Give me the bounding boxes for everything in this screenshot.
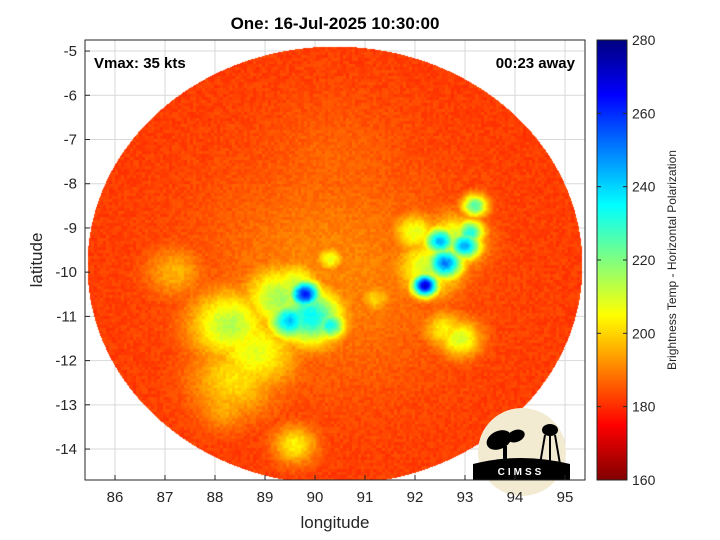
y-tick-label: -10 bbox=[55, 264, 77, 281]
water-tower-tank-icon bbox=[542, 424, 558, 436]
colorbar-tick-label: 220 bbox=[632, 252, 656, 268]
colorbar-tick-label: 260 bbox=[632, 105, 656, 121]
y-tick-label: -6 bbox=[64, 87, 77, 104]
y-axis-label: latitude bbox=[27, 233, 46, 288]
colorbar-tick-label: 240 bbox=[632, 179, 656, 195]
y-axis: -5 -6 -7 -8 -9 -10 -11 -12 -13 -14 bbox=[55, 43, 90, 458]
colorbar: 280 260 240 220 200 180 160 Brightness Temp - … bbox=[596, 32, 679, 488]
dish-stand-icon bbox=[503, 446, 507, 460]
x-tick-label: 92 bbox=[407, 489, 424, 506]
logo-disk bbox=[478, 408, 566, 496]
logo-ground bbox=[473, 458, 570, 480]
x-tick-label: 86 bbox=[107, 489, 124, 506]
axes-box bbox=[84, 39, 586, 481]
colorbar-tick-label: 200 bbox=[632, 325, 656, 341]
vmax-label: Vmax: 35 kts bbox=[94, 55, 186, 72]
x-axis-label: longitude bbox=[300, 513, 369, 532]
logo-text: CIMSS bbox=[498, 467, 545, 478]
satellite-dish-icon bbox=[486, 430, 512, 450]
colorbar-tick-label: 160 bbox=[632, 472, 656, 488]
plot-area: CIMSS Vmax: 35 kts 00:23 away bbox=[84, 39, 586, 496]
x-tick-label: 90 bbox=[307, 489, 324, 506]
x-tick-label: 91 bbox=[357, 489, 374, 506]
y-tick-label: -11 bbox=[56, 308, 77, 325]
y-tick-label: -14 bbox=[55, 441, 77, 458]
x-tick-label: 88 bbox=[207, 489, 224, 506]
chart-title: One: 16-Jul-2025 10:30:00 bbox=[231, 14, 440, 33]
colorbar-gradient bbox=[596, 39, 628, 481]
x-tick-label: 87 bbox=[157, 489, 174, 506]
y-tick-label: -9 bbox=[64, 220, 77, 237]
colorbar-ticks: 280 260 240 220 200 180 160 bbox=[597, 32, 656, 488]
x-tick-label: 95 bbox=[557, 489, 574, 506]
colorbar-tick-label: 280 bbox=[632, 32, 656, 48]
x-axis: 86 87 88 89 90 91 92 93 94 95 bbox=[107, 475, 574, 506]
x-tick-label: 89 bbox=[257, 489, 274, 506]
y-tick-label: -7 bbox=[64, 131, 77, 148]
brightness-temperature-field bbox=[85, 40, 585, 480]
y-tick-label: -5 bbox=[64, 43, 77, 60]
water-tower-legs-icon bbox=[539, 434, 561, 465]
x-tick-label: 94 bbox=[507, 489, 524, 506]
y-tick-label: -8 bbox=[64, 176, 77, 193]
cimss-logo: CIMSS bbox=[473, 408, 570, 496]
colorbar-tick-label: 180 bbox=[632, 399, 656, 415]
x-tick-label: 93 bbox=[457, 489, 474, 506]
satellite-dish-small-icon bbox=[507, 429, 525, 443]
time-away-label: 00:23 away bbox=[496, 55, 576, 72]
y-tick-label: -12 bbox=[55, 353, 77, 370]
y-tick-label: -13 bbox=[55, 397, 77, 414]
colorbar-label: Brightness Temp - Horizontal Polarizatio… bbox=[665, 150, 679, 370]
